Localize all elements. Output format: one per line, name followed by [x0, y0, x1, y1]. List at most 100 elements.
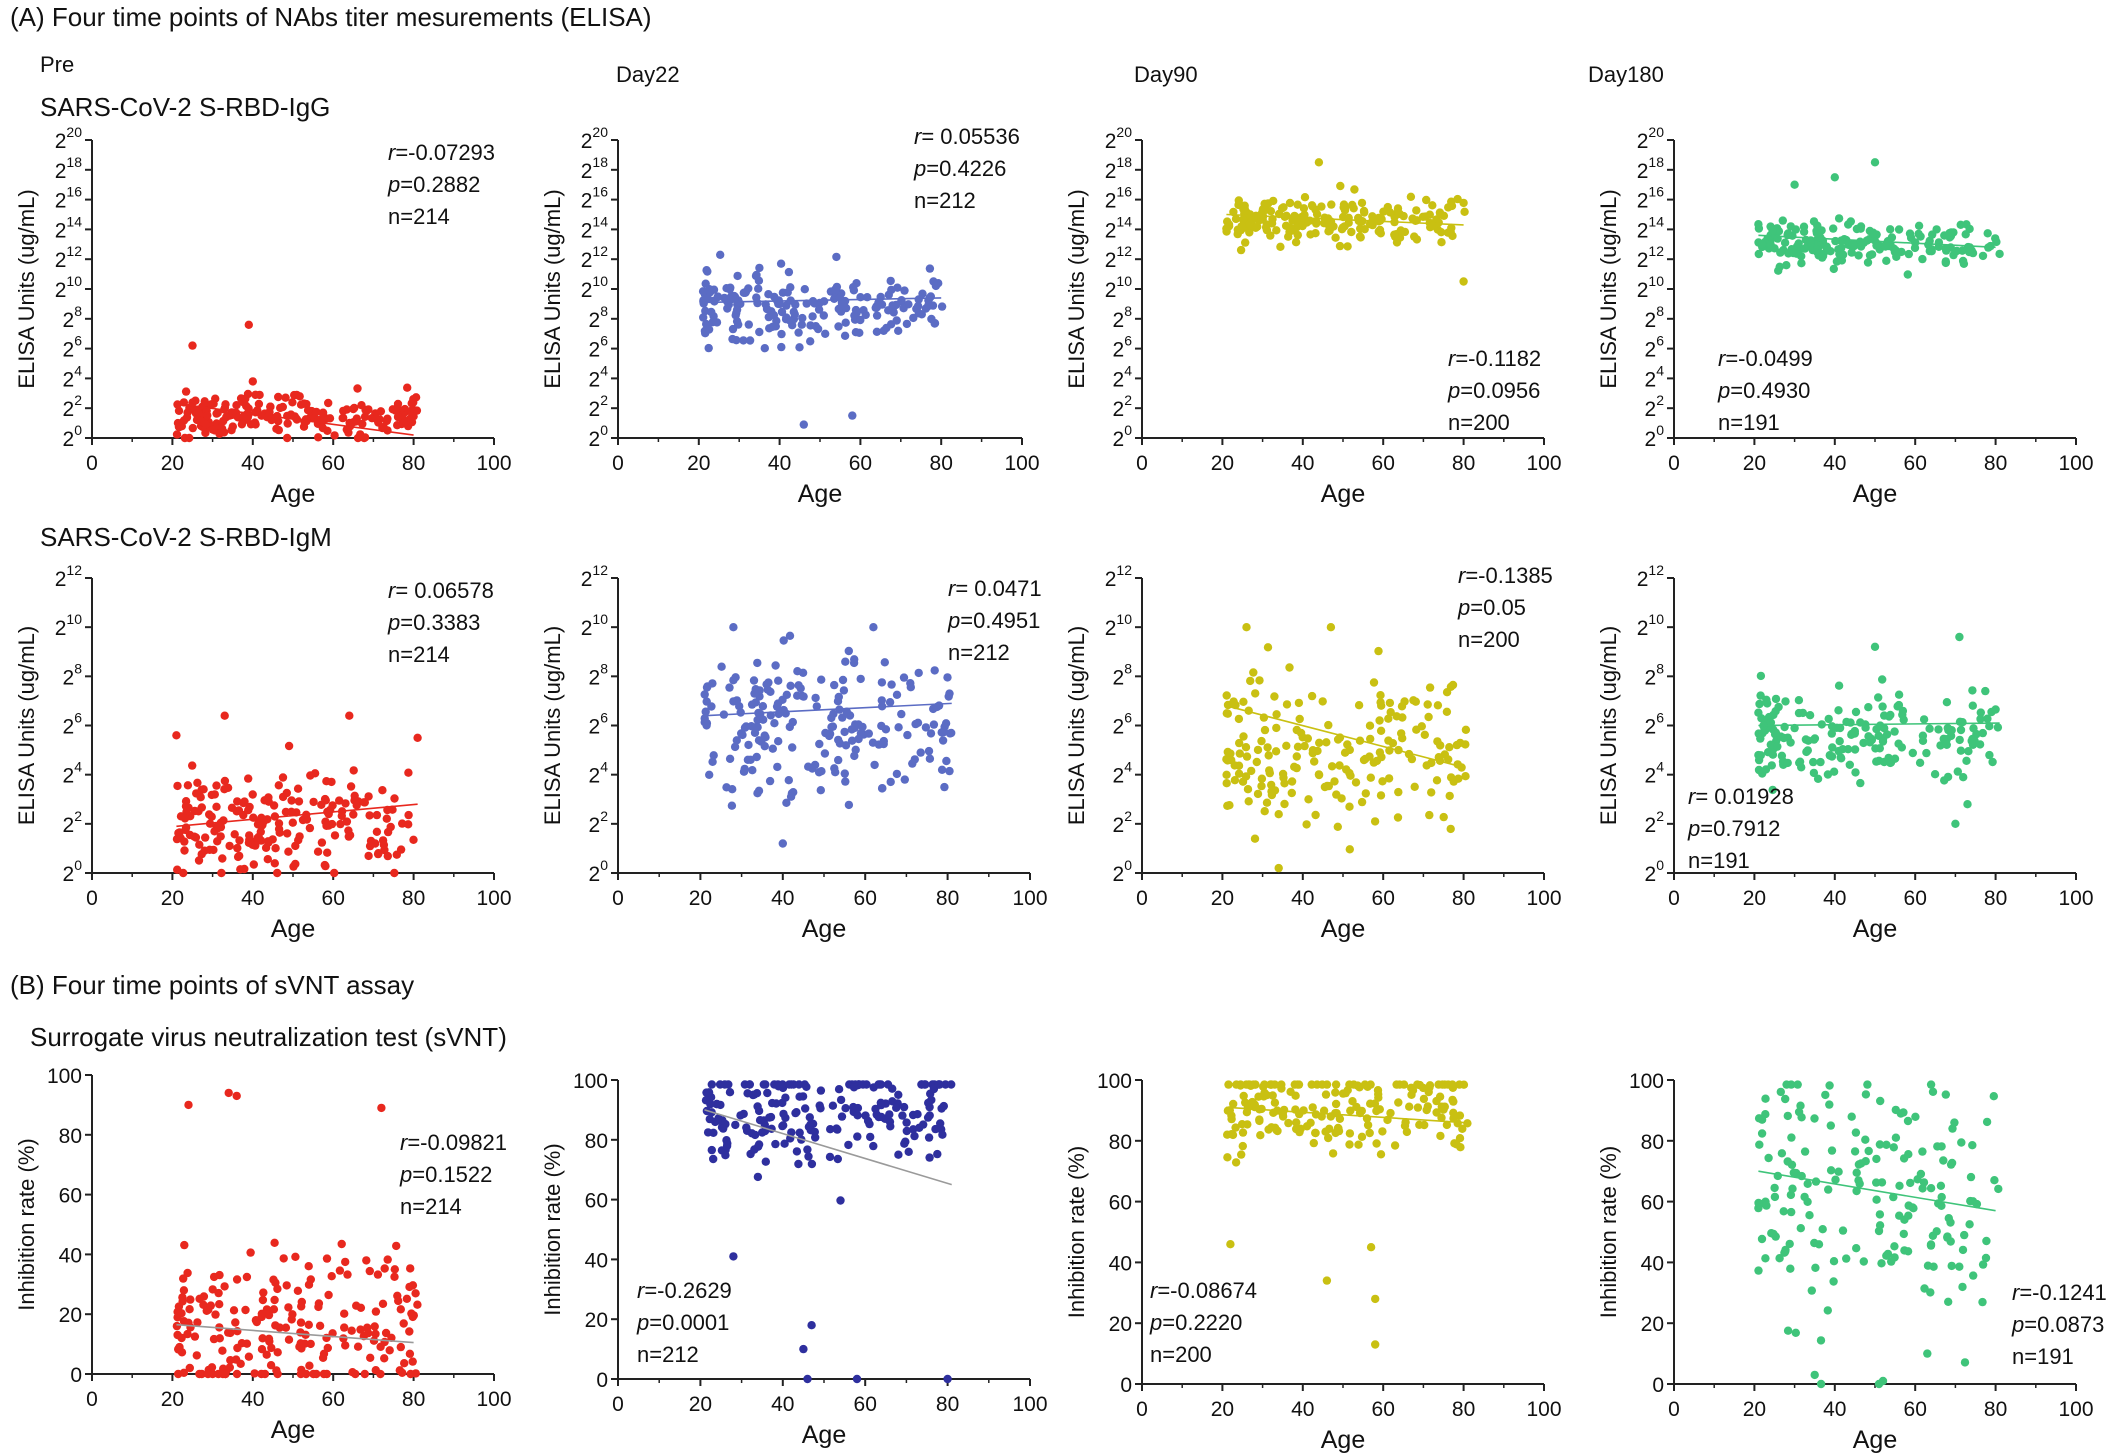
- data-point: [1919, 715, 1929, 724]
- data-point: [1757, 1129, 1767, 1138]
- data-point: [1783, 229, 1793, 238]
- data-point: [841, 657, 850, 666]
- y-tick-exponent: 8: [74, 660, 82, 676]
- data-point: [755, 263, 764, 273]
- data-point: [1928, 230, 1937, 239]
- data-point: [703, 267, 712, 276]
- y-tick-label: 28: [589, 303, 609, 332]
- data-point: [1300, 193, 1310, 202]
- data-point: [1294, 1080, 1304, 1089]
- data-point: [799, 420, 808, 429]
- data-point: [344, 826, 353, 835]
- y-axis-title: ELISA Units (ug/mL): [540, 189, 565, 388]
- data-point: [791, 300, 800, 309]
- data-point: [1287, 777, 1297, 786]
- data-point: [1969, 724, 1978, 733]
- data-point: [841, 318, 850, 327]
- data-point: [1942, 698, 1952, 707]
- data-point: [806, 337, 815, 346]
- y-tick-label: 220: [1637, 124, 1664, 153]
- data-point: [1838, 1226, 1848, 1235]
- data-point: [886, 777, 895, 787]
- stat-symbol: r: [914, 124, 923, 149]
- y-tick-label: 100: [1097, 1070, 1132, 1093]
- data-point: [913, 1110, 922, 1119]
- data-point: [1434, 1080, 1443, 1089]
- data-point: [1413, 1103, 1423, 1112]
- stat-value: =-0.1182: [1455, 346, 1541, 371]
- data-point: [1795, 757, 1805, 766]
- data-point: [1950, 1118, 1959, 1127]
- data-point: [928, 301, 938, 310]
- data-point: [786, 681, 795, 690]
- data-point: [707, 1080, 716, 1089]
- stat-value: =0.0001: [649, 1310, 729, 1335]
- data-point: [853, 1132, 862, 1141]
- data-point: [1436, 741, 1445, 750]
- data-point: [181, 802, 191, 811]
- data-point: [1357, 797, 1367, 807]
- stat-label: n=191: [1688, 848, 1750, 873]
- data-point: [269, 1305, 279, 1314]
- data-point: [1918, 1147, 1927, 1156]
- data-point: [1928, 1087, 1938, 1097]
- data-point: [839, 686, 849, 695]
- y-tick-label: 20: [589, 422, 609, 451]
- x-axis-title: Age: [271, 480, 315, 508]
- data-point: [1864, 1146, 1873, 1156]
- data-point: [1260, 1088, 1269, 1098]
- data-point: [780, 1139, 789, 1148]
- data-point: [1960, 1358, 1970, 1367]
- stat-value: = 0.0471: [955, 576, 1041, 601]
- data-point: [287, 807, 296, 816]
- data-point: [1437, 1113, 1446, 1122]
- y-tick-label: 100: [573, 1070, 608, 1093]
- stat-symbol: p: [1687, 816, 1700, 841]
- data-point: [921, 723, 931, 732]
- data-point: [1223, 217, 1232, 226]
- data-point: [844, 800, 854, 810]
- y-tick-label: 26: [63, 333, 83, 362]
- data-point: [1891, 246, 1900, 255]
- data-point: [771, 661, 780, 670]
- x-tick-label: 40: [771, 887, 794, 910]
- data-point: [1872, 1154, 1881, 1164]
- x-tick-label: 60: [1372, 452, 1395, 475]
- stat-label: r=-0.07293: [388, 140, 495, 165]
- data-point: [878, 784, 887, 793]
- data-point: [717, 662, 726, 671]
- data-point: [1805, 1211, 1814, 1220]
- data-point: [1427, 788, 1436, 797]
- data-point: [868, 738, 878, 747]
- data-point: [1754, 1198, 1763, 1208]
- y-axis-title: Inhibition rate (%): [540, 1143, 565, 1315]
- data-point: [287, 796, 296, 805]
- y-tick-label: 20: [1113, 422, 1133, 451]
- data-point: [1811, 1263, 1820, 1273]
- data-point: [1399, 1080, 1409, 1089]
- data-point: [1989, 1092, 1999, 1101]
- data-point: [203, 1369, 213, 1379]
- data-point: [760, 731, 769, 740]
- y-tick-label: 212: [1105, 562, 1132, 591]
- data-point: [725, 754, 735, 763]
- data-point: [1769, 1229, 1778, 1239]
- data-point: [1816, 757, 1825, 767]
- data-point: [215, 1270, 224, 1280]
- data-point: [709, 751, 718, 760]
- data-point: [244, 1352, 254, 1361]
- data-point: [1916, 1169, 1926, 1179]
- data-point: [1991, 705, 2000, 714]
- data-point: [1926, 1241, 1936, 1250]
- data-point: [869, 623, 878, 632]
- data-point: [1851, 707, 1861, 717]
- data-point: [1904, 1201, 1913, 1210]
- data-point: [1855, 1179, 1864, 1188]
- data-point: [937, 302, 947, 311]
- data-point: [1331, 1080, 1341, 1089]
- x-axis-title: Age: [1853, 480, 1897, 508]
- data-point: [1754, 755, 1764, 765]
- data-point: [180, 1240, 189, 1250]
- data-point: [732, 305, 742, 314]
